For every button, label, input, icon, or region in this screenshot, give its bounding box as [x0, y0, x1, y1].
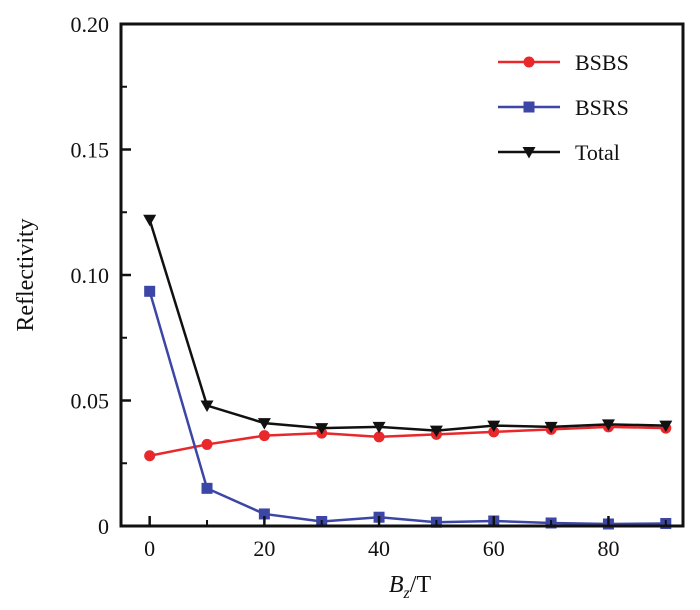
- series-line-bsbs: [149, 425, 666, 457]
- data-point-total: [200, 400, 214, 413]
- y-tick-label: 0: [98, 514, 109, 539]
- data-point-total: [601, 419, 615, 431]
- data-point-total: [659, 420, 673, 433]
- series-line-total: [148, 219, 666, 432]
- legend-entry-total: Total: [498, 140, 620, 165]
- legend-marker-total: [522, 147, 536, 159]
- data-point-bsrs: [144, 285, 156, 297]
- y-tick-label: 0.15: [71, 138, 110, 163]
- legend-entry-bsrs: BSRS: [498, 95, 629, 120]
- data-point-total: [544, 421, 558, 434]
- x-axis-label-symbol: B: [389, 572, 404, 598]
- data-point-bsbs: [258, 430, 270, 442]
- y-axis-label: Reflectivity: [13, 218, 39, 331]
- series-total: [143, 214, 673, 438]
- legend-label-bsbs: BSBS: [575, 50, 629, 75]
- legend-marker-bsrs: [523, 101, 535, 113]
- legend: BSBS BSRS Total: [498, 50, 629, 165]
- y-tick-label: 0.20: [71, 12, 110, 37]
- data-point-bsbs: [144, 450, 156, 462]
- x-tick-label: 20: [253, 536, 275, 561]
- legend-marker-bsbs: [523, 56, 535, 68]
- x-tick-label: 80: [597, 536, 619, 561]
- data-point-total: [372, 421, 386, 434]
- x-axis-label: Bz/T: [389, 572, 432, 602]
- x-axis-label-subscript: z: [403, 585, 411, 602]
- legend-label-total: Total: [575, 140, 620, 165]
- y-tick-label: 0.05: [71, 389, 110, 414]
- x-tick-label: 60: [483, 536, 505, 561]
- series-line-bsrs: [148, 290, 666, 526]
- legend-entry-bsbs: BSBS: [498, 50, 629, 75]
- x-tick-label: 40: [368, 536, 390, 561]
- data-point-bsbs: [373, 431, 385, 443]
- x-tick-label: 0: [144, 536, 155, 561]
- series-layer: [143, 214, 673, 530]
- series-bsbs: [144, 421, 672, 462]
- y-tick-label: 0.10: [71, 263, 110, 288]
- ticks-layer: 0 20 40 60 80 0 0.05 0.10 0.15 0.20: [71, 12, 667, 561]
- data-point-total: [315, 423, 329, 435]
- legend-label-bsrs: BSRS: [575, 95, 629, 120]
- data-point-bsrs: [258, 508, 270, 520]
- data-point-bsrs: [201, 482, 213, 494]
- data-point-total: [257, 418, 271, 430]
- x-axis-label-unit: /T: [410, 572, 432, 598]
- data-point-bsbs: [201, 438, 213, 450]
- data-point-total: [429, 425, 443, 438]
- series-bsrs: [144, 285, 672, 530]
- data-point-total: [143, 214, 157, 227]
- data-point-total: [487, 420, 501, 433]
